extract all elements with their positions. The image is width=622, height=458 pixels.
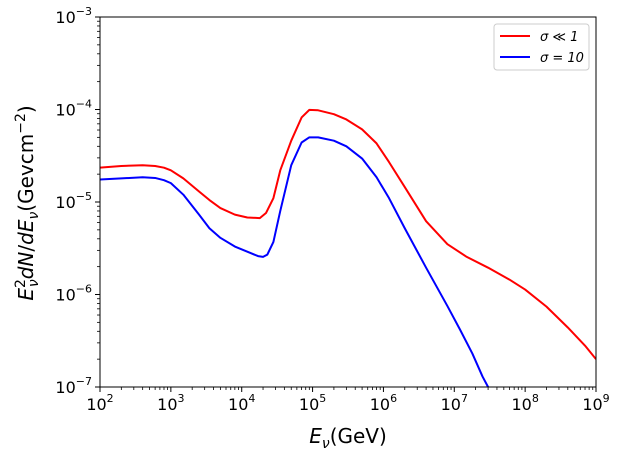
legend-label-sigma-10: σ = 10 xyxy=(540,51,584,66)
y-tick-label: 10−7 xyxy=(55,375,92,397)
x-tick-label: 104 xyxy=(228,392,255,414)
y-axis-label: E2νdN/dEν(Gevcm−2) xyxy=(13,105,42,300)
x-tick-label: 102 xyxy=(86,392,113,414)
series-layer xyxy=(100,108,596,387)
y-tick-label: 10−4 xyxy=(55,98,92,120)
x-tick-label: 105 xyxy=(299,392,326,414)
x-tick-label: 109 xyxy=(582,392,609,414)
x-axis-label: Eν(GeV) xyxy=(309,424,387,452)
x-tick-label: 103 xyxy=(157,392,184,414)
series-line-sigma-10 xyxy=(100,136,489,387)
legend-label-sigma-small: σ ≪ 1 xyxy=(540,30,578,45)
y-tick-label: 10−6 xyxy=(55,283,92,305)
tick-layer: 102 103 104 105 106 107 108 109 10−7 10−6 10−5 10−4… xyxy=(55,5,609,414)
y-tick-label: 10−3 xyxy=(55,5,92,27)
series-line-sigma-small xyxy=(100,108,596,360)
x-tick-label: 108 xyxy=(511,392,538,414)
x-tick-label: 107 xyxy=(441,392,468,414)
legend: σ ≪ 1 σ = 10 xyxy=(493,23,590,71)
x-tick-label: 106 xyxy=(370,392,397,414)
y-tick-label: 10−5 xyxy=(55,190,92,212)
